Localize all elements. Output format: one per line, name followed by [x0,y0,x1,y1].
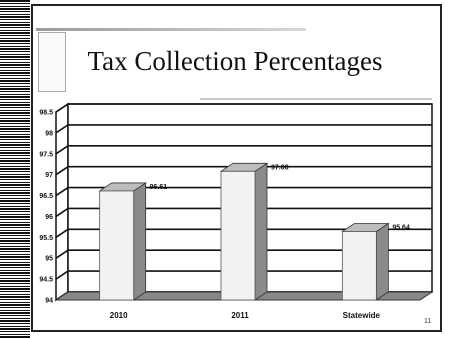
data-label: 95.64 [392,224,410,231]
y-tick-label: 95.5 [39,235,53,242]
y-tick-label: 95 [45,256,53,263]
gridline [55,270,432,280]
y-tick-label: 94.5 [39,277,53,284]
decorative-box [38,32,66,92]
y-tick-label: 96.5 [39,193,53,200]
data-label: 96.61 [150,184,168,191]
y-tick-label: 96 [45,214,53,221]
gridline [55,124,432,134]
bar-side [375,222,389,301]
bar [220,170,256,301]
slide-title: Tax Collection Percentages [87,46,383,76]
x-category-label: 2010 [110,311,128,320]
decorative-rule [36,28,306,31]
gridline [55,207,432,218]
bar [99,190,135,301]
gridline [55,144,432,155]
y-tick-label: 97.5 [39,151,53,158]
bar [341,231,377,301]
gridline [55,103,432,113]
bar-side [254,162,268,301]
bar-side [133,182,147,301]
gridline [55,249,432,259]
decorative-rule-secondary [200,98,432,100]
page-number: 11 [424,318,432,325]
barcode-strip [0,0,30,339]
gridline [55,186,432,197]
x-category-label: Statewide [343,311,381,320]
gridline [55,165,432,176]
data-label: 97.08 [271,164,289,171]
y-tick-label: 98.5 [39,110,53,117]
chart-left-wall [55,102,69,302]
y-tick-label: 98 [45,130,53,137]
x-category-label: 2011 [231,311,249,320]
y-tick-label: 97 [45,172,53,179]
gridline [55,228,432,238]
y-tick-label: 94 [45,298,53,305]
